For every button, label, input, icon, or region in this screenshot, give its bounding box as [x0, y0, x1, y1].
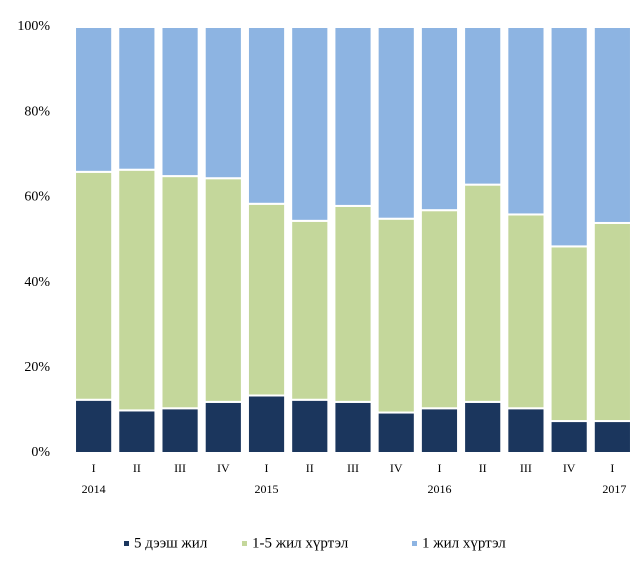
year-label: 2014 — [82, 482, 106, 496]
bar-segment — [74, 170, 114, 401]
bar-segment — [160, 26, 200, 178]
y-tick-label: 60% — [24, 190, 50, 205]
bar-segment — [506, 407, 546, 454]
y-tick-label: 100% — [17, 19, 50, 34]
legend-label: 1-5 жил хүртэл — [252, 535, 349, 551]
bar-segment — [333, 26, 373, 207]
legend-label: 5 дээш жил — [134, 535, 208, 551]
bar-segment — [592, 221, 632, 423]
bar-segment — [506, 213, 546, 410]
y-tick-label: 0% — [31, 445, 50, 460]
bar-segment — [246, 394, 287, 454]
bar-segment — [549, 245, 589, 423]
bar-segment — [592, 26, 632, 224]
legend-label: 1 жил хүртэл — [422, 535, 506, 551]
bar-segment — [203, 26, 243, 180]
legend-swatch — [124, 541, 129, 546]
year-label: 2016 — [427, 482, 451, 496]
bar-segment — [333, 400, 373, 455]
bar-segment — [117, 409, 157, 454]
bar-segment — [203, 177, 243, 403]
x-tick-label: III — [347, 461, 359, 475]
x-tick-label: I — [92, 461, 96, 475]
bar-segment — [246, 202, 287, 397]
bar-segment — [419, 26, 460, 212]
bar-segment — [74, 398, 114, 454]
bar-segment — [549, 420, 589, 454]
bar-segment — [376, 411, 416, 454]
bar-segment — [160, 407, 200, 454]
bar-segment — [463, 183, 503, 403]
bar-segment — [376, 26, 416, 220]
bar-segment — [463, 400, 503, 455]
y-tick-label: 40% — [24, 275, 50, 290]
x-tick-label: IV — [563, 461, 576, 475]
year-label: 2015 — [255, 482, 279, 496]
x-tick-label: III — [520, 461, 532, 475]
year-label: 2017 — [602, 482, 626, 496]
x-tick-label: II — [133, 461, 141, 475]
bar-segment — [506, 26, 546, 216]
bar-segment — [290, 26, 330, 222]
x-tick-label: III — [174, 461, 186, 475]
bar-segment — [333, 204, 373, 403]
x-tick-label: I — [610, 461, 614, 475]
bar-segment — [74, 26, 114, 173]
bar-segment — [376, 217, 416, 414]
x-tick-label: IV — [217, 461, 230, 475]
bar-segment — [419, 209, 460, 410]
bar-segment — [549, 26, 589, 248]
bar-segment — [117, 168, 157, 412]
x-tick-label: I — [437, 461, 441, 475]
bar-segment — [160, 175, 200, 410]
x-tick-label: IV — [390, 461, 403, 475]
x-tick-label: II — [306, 461, 314, 475]
y-tick-label: 20% — [24, 360, 50, 375]
legend-swatch — [242, 541, 247, 546]
bar-segment — [463, 26, 503, 186]
y-tick-label: 80% — [24, 104, 50, 119]
legend-swatch — [412, 541, 417, 546]
bar-segment — [290, 398, 330, 454]
bar-segment — [117, 26, 157, 171]
bar-segment — [419, 407, 460, 454]
x-tick-label: I — [265, 461, 269, 475]
bar-segment — [290, 219, 330, 401]
bar-segment — [203, 400, 243, 455]
bar-segment — [592, 420, 632, 454]
bar-segment — [246, 26, 287, 205]
x-tick-label: II — [479, 461, 487, 475]
